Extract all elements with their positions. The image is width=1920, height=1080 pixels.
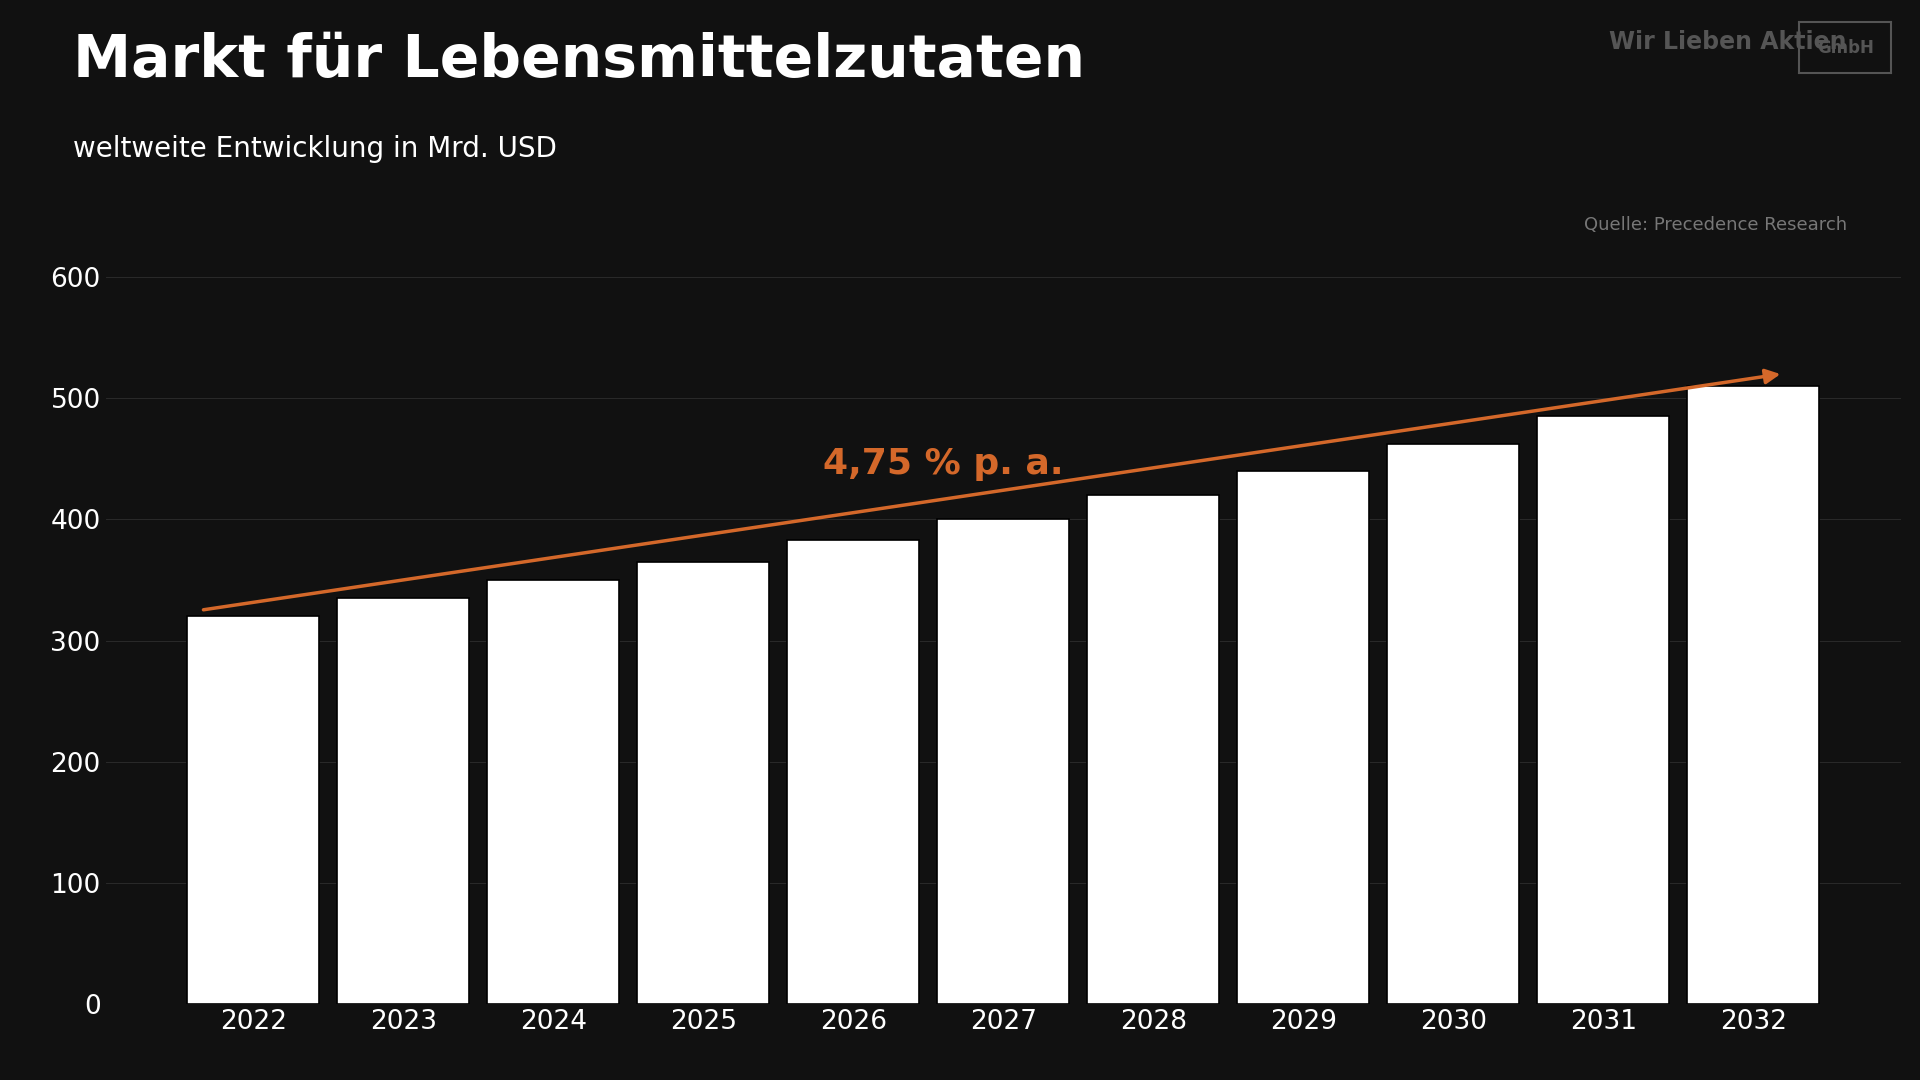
Bar xyxy=(1538,416,1668,1004)
Bar xyxy=(1688,386,1820,1004)
Bar xyxy=(1386,444,1519,1004)
Text: Wir Lieben Aktien: Wir Lieben Aktien xyxy=(1609,30,1847,54)
Bar xyxy=(186,617,319,1004)
Bar xyxy=(787,540,920,1004)
Bar xyxy=(488,580,618,1004)
Text: GmbH: GmbH xyxy=(1816,39,1874,56)
Bar xyxy=(1087,495,1219,1004)
Text: 4,75 % p. a.: 4,75 % p. a. xyxy=(824,447,1064,481)
Text: Quelle: Precedence Research: Quelle: Precedence Research xyxy=(1584,216,1847,234)
Bar xyxy=(637,562,770,1004)
Bar xyxy=(338,598,468,1004)
Bar xyxy=(1236,471,1369,1004)
Bar xyxy=(937,519,1069,1004)
Text: weltweite Entwicklung in Mrd. USD: weltweite Entwicklung in Mrd. USD xyxy=(73,135,557,163)
Text: Markt für Lebensmittelzutaten: Markt für Lebensmittelzutaten xyxy=(73,32,1085,90)
